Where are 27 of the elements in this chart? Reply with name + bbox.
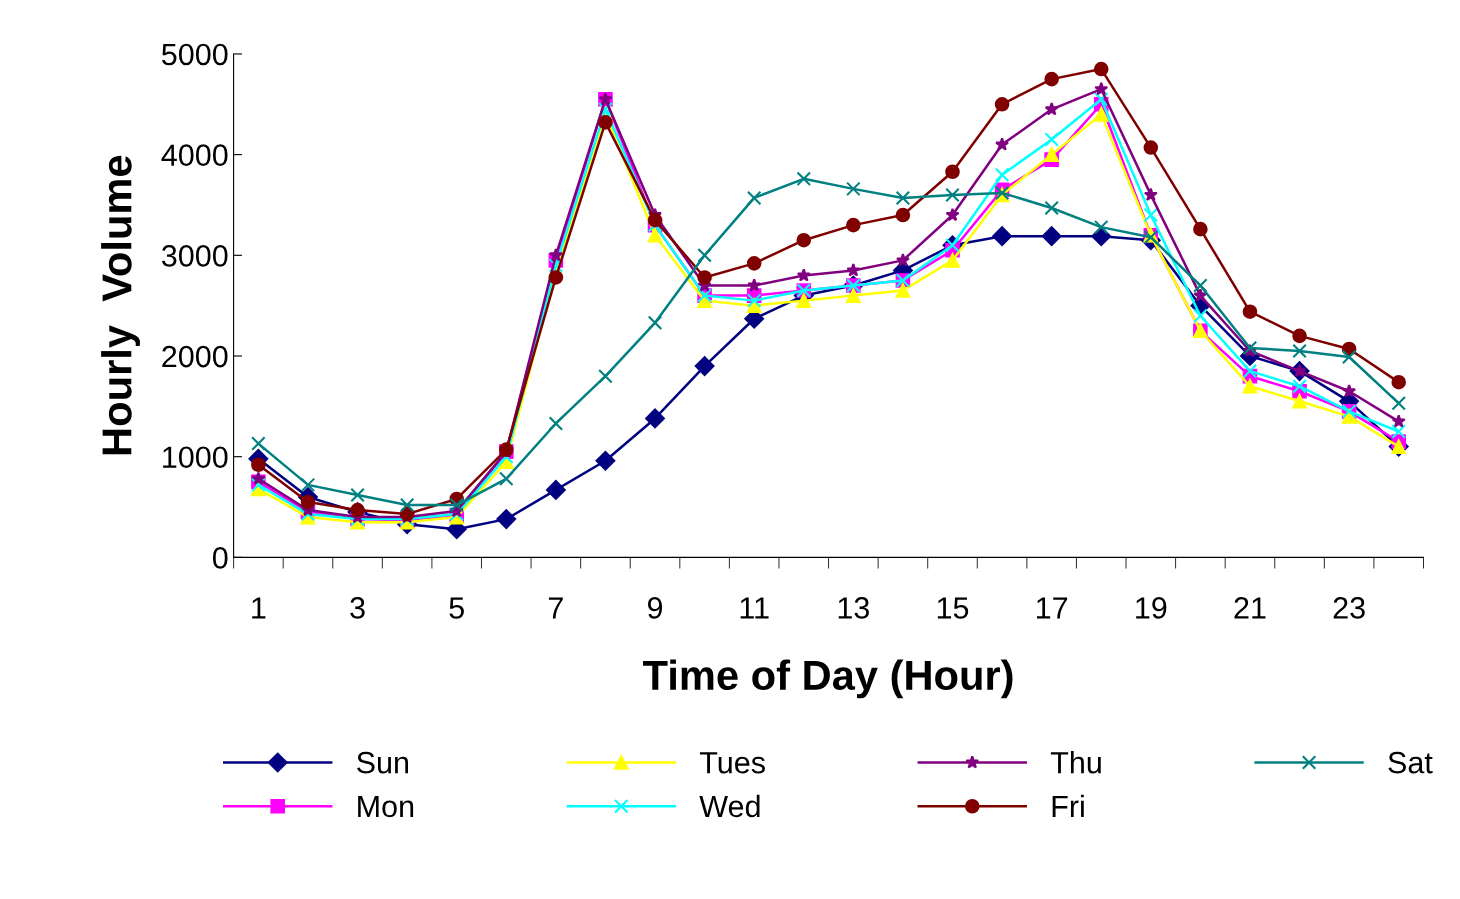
x-tick-label: 13: [838, 597, 869, 619]
x-tick-label: 5: [449, 597, 464, 619]
legend-label: Thu: [1050, 751, 1101, 774]
x-tick-label: 21: [1234, 597, 1266, 619]
legend-label: Mon: [358, 795, 414, 818]
x-tick-label: 11: [740, 597, 769, 619]
y-tick-label: 5000: [161, 43, 228, 66]
legend-label: Sun: [357, 751, 409, 774]
legend-label: Tues: [699, 752, 765, 774]
x-tick-label: 3: [350, 597, 365, 619]
x-tick-label: 19: [1136, 597, 1167, 619]
legend-label: Wed: [699, 794, 760, 818]
x-tick-label: 17: [1036, 597, 1068, 619]
y-tick-label: 1000: [163, 446, 228, 469]
y-tick-label: 4000: [161, 144, 228, 166]
x-tick-label: 7: [548, 597, 563, 619]
legend-label: Sat: [1388, 751, 1433, 774]
x-tick-label: 1: [252, 597, 266, 619]
x-tick-label: 23: [1333, 597, 1365, 619]
y-axis-title: Hourly Volume: [101, 155, 140, 455]
y-tick-label: 3000: [161, 245, 228, 267]
x-tick-label: 15: [937, 597, 969, 619]
y-tick-label: 2000: [162, 345, 228, 368]
x-axis-title: Time of Day (Hour): [643, 659, 1013, 699]
legend-label: Fri: [1052, 794, 1084, 817]
x-tick-label: 9: [647, 597, 663, 619]
y-tick-label: 0: [212, 547, 228, 569]
